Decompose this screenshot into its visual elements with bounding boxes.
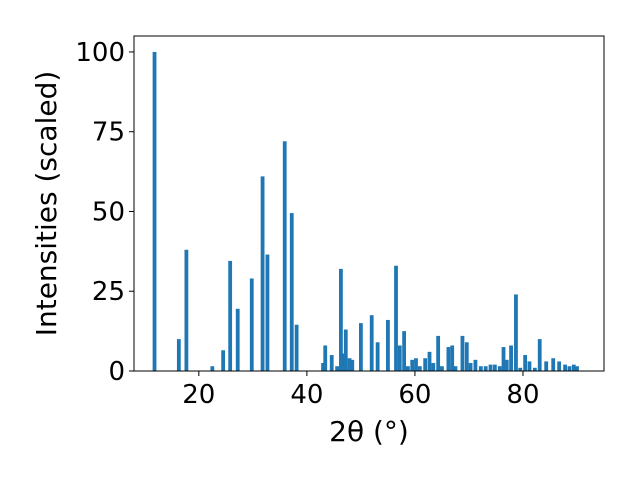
bar <box>468 363 473 371</box>
bar <box>369 315 374 371</box>
bar <box>483 366 488 371</box>
bar <box>453 366 458 371</box>
bar <box>221 350 226 371</box>
bar <box>446 347 451 371</box>
bar <box>228 260 233 371</box>
bar <box>235 308 240 371</box>
bar <box>514 294 518 371</box>
y-axis-label: Intensities (scaled) <box>30 71 63 337</box>
bar <box>335 366 340 371</box>
bar <box>523 355 528 371</box>
bar <box>350 359 355 371</box>
bar <box>460 335 465 371</box>
x-axis-ticks: 20 40 60 80 <box>182 371 540 410</box>
bar <box>440 366 444 371</box>
bar <box>571 364 576 371</box>
bar <box>518 367 523 371</box>
bar <box>375 342 380 371</box>
bar <box>282 141 287 371</box>
bar <box>551 358 556 371</box>
bar <box>402 331 407 371</box>
bar <box>473 359 478 371</box>
bar <box>394 265 398 371</box>
bar <box>450 345 455 371</box>
bar <box>527 361 532 371</box>
bar <box>544 361 549 371</box>
bar <box>343 329 348 371</box>
bar <box>431 363 436 371</box>
bar <box>289 213 294 371</box>
bar <box>501 347 506 371</box>
bar <box>427 351 432 371</box>
bar <box>464 342 469 371</box>
x-axis-label: 2θ (°) <box>329 415 409 448</box>
bar <box>152 51 157 371</box>
bar <box>436 335 441 371</box>
bar <box>557 361 562 371</box>
bar <box>347 358 352 371</box>
bar <box>488 364 493 371</box>
y-tick-label: 100 <box>75 38 125 68</box>
bar <box>210 366 215 371</box>
bar <box>397 345 402 371</box>
bar <box>249 278 254 371</box>
bar <box>497 366 502 371</box>
bar <box>260 176 265 371</box>
x-tick-label: 80 <box>506 380 539 410</box>
bar <box>423 358 428 371</box>
bar <box>176 339 181 371</box>
x-tick-label: 40 <box>290 380 323 410</box>
bar <box>321 363 325 371</box>
bar <box>414 358 418 371</box>
bar <box>265 254 270 371</box>
bar <box>386 319 390 371</box>
bar <box>504 359 509 371</box>
x-tick-label: 60 <box>398 380 431 410</box>
bar <box>567 366 572 371</box>
bar <box>294 324 299 371</box>
y-tick-label: 0 <box>108 357 125 387</box>
bar <box>575 366 579 371</box>
x-tick-label: 20 <box>182 380 215 410</box>
bar <box>184 249 189 371</box>
bar <box>492 364 497 371</box>
y-tick-label: 25 <box>92 277 125 307</box>
bar <box>339 268 343 371</box>
bar <box>478 366 483 371</box>
bar <box>323 345 328 371</box>
bar <box>563 364 567 371</box>
y-tick-label: 75 <box>92 118 125 148</box>
bar <box>406 366 410 371</box>
bars-group <box>152 51 579 371</box>
bar <box>329 355 334 371</box>
plot-frame <box>133 35 605 372</box>
bar <box>341 353 345 371</box>
y-axis-ticks: 0 25 50 75 100 <box>75 38 134 387</box>
bar <box>509 345 513 371</box>
bar <box>359 323 363 371</box>
bar <box>537 339 542 371</box>
bar <box>417 366 422 371</box>
bar <box>532 367 537 371</box>
y-tick-label: 50 <box>92 197 125 227</box>
bar <box>410 359 415 371</box>
